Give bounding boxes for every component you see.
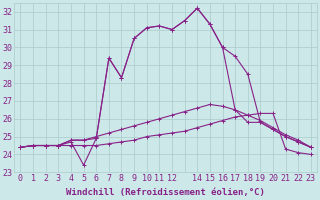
X-axis label: Windchill (Refroidissement éolien,°C): Windchill (Refroidissement éolien,°C) xyxy=(66,188,265,197)
